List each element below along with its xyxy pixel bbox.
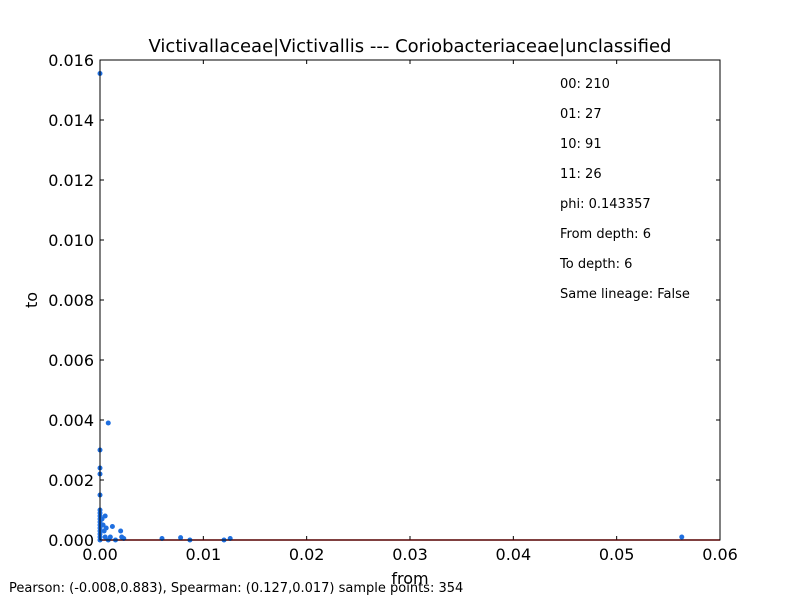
x-tick-label: 0.04 — [496, 545, 532, 564]
stat-annotation: 00: 210 — [560, 77, 610, 92]
y-tick-label: 0.004 — [48, 411, 94, 430]
x-tick-label: 0.03 — [392, 545, 428, 564]
x-tick-label: 0.00 — [82, 545, 118, 564]
plot-frame — [99, 59, 721, 541]
scatter-point — [679, 534, 685, 540]
scatter-point — [103, 525, 109, 531]
scatter-point — [118, 528, 124, 534]
y-tick-label: 0.006 — [48, 351, 94, 370]
footer-stats: Pearson: (-0.008,0.883), Spearman: (0.12… — [9, 581, 464, 596]
stat-annotation: To depth: 6 — [560, 257, 633, 272]
scatter-point — [99, 516, 105, 522]
stat-annotation: From depth: 6 — [560, 227, 651, 242]
x-tick-label: 0.06 — [702, 545, 738, 564]
scatter-point — [107, 534, 113, 540]
scatter-point — [100, 522, 106, 528]
y-tick-label: 0.000 — [48, 531, 94, 550]
y-tick-label: 0.016 — [48, 51, 94, 70]
stat-annotation: 10: 91 — [560, 137, 602, 152]
stat-annotation: 11: 26 — [560, 167, 602, 182]
chart-title: Victivallaceae|Victivallis --- Coriobact… — [149, 36, 672, 57]
scatter-point — [109, 524, 115, 529]
x-tick-label: 0.02 — [289, 545, 325, 564]
scatter-point — [102, 534, 108, 540]
y-axis-label: to — [22, 292, 41, 308]
scatter-point — [102, 513, 108, 519]
x-axis-label: from — [391, 569, 428, 588]
stat-annotation: 01: 27 — [560, 107, 602, 122]
x-tick-label: 0.01 — [186, 545, 222, 564]
y-tick-label: 0.008 — [48, 291, 94, 310]
stat-annotation: phi: 0.143357 — [560, 197, 651, 212]
y-tick-label: 0.012 — [48, 171, 94, 190]
y-tick-label: 0.002 — [48, 471, 94, 490]
scatter-point — [105, 420, 111, 426]
stat-annotation: Same lineage: False — [560, 287, 690, 302]
x-tick-label: 0.05 — [599, 545, 635, 564]
scatter-point — [178, 535, 184, 541]
y-tick-label: 0.014 — [48, 111, 94, 130]
y-tick-label: 0.010 — [48, 231, 94, 250]
